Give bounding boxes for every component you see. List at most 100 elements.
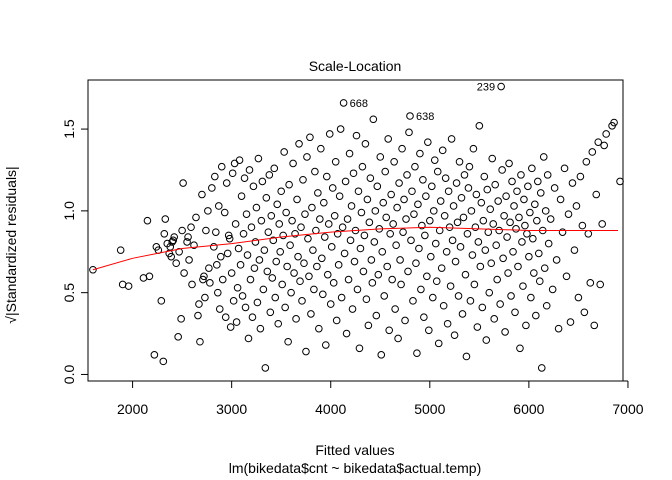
data-point xyxy=(446,282,455,290)
data-point xyxy=(537,364,546,372)
data-point xyxy=(546,215,555,223)
data-point xyxy=(263,267,272,276)
data-point xyxy=(370,238,379,246)
data-point xyxy=(511,308,519,317)
data-point xyxy=(415,244,423,253)
data-point xyxy=(398,144,406,153)
data-point xyxy=(159,357,168,366)
data-point xyxy=(448,236,457,245)
data-point xyxy=(145,272,154,281)
data-point xyxy=(308,203,316,212)
data-point xyxy=(210,243,218,251)
data-point xyxy=(372,311,381,320)
data-point xyxy=(289,159,297,168)
data-point xyxy=(531,200,539,209)
data-point xyxy=(586,279,595,287)
data-points xyxy=(89,82,624,372)
data-point xyxy=(428,293,437,302)
data-point xyxy=(490,315,499,323)
data-point xyxy=(116,246,125,254)
data-point xyxy=(463,229,472,238)
data-point xyxy=(269,236,278,245)
smoother-line xyxy=(92,226,619,271)
data-point xyxy=(406,112,414,120)
data-point xyxy=(552,256,561,264)
point-label: 668 xyxy=(350,98,368,110)
data-point xyxy=(471,223,480,232)
data-point xyxy=(410,210,418,218)
data-point xyxy=(205,264,213,272)
y-tick-label: 0.5 xyxy=(61,283,77,303)
data-point xyxy=(452,179,461,187)
data-point xyxy=(373,182,382,191)
y-tick-label: 1.0 xyxy=(61,201,77,221)
data-point xyxy=(353,285,362,294)
data-point xyxy=(479,216,488,225)
data-point xyxy=(562,272,571,281)
data-point xyxy=(532,311,540,320)
data-point xyxy=(377,351,386,359)
data-point xyxy=(469,144,478,153)
data-point xyxy=(360,231,369,240)
data-point xyxy=(295,140,303,148)
chart-title: Scale-Location xyxy=(309,58,402,74)
data-point xyxy=(297,223,305,232)
data-point xyxy=(89,265,97,274)
data-point xyxy=(338,223,347,232)
data-point xyxy=(460,171,469,179)
data-point xyxy=(506,218,514,227)
data-point xyxy=(245,166,254,174)
data-point xyxy=(412,259,420,268)
data-point xyxy=(500,211,508,220)
data-point xyxy=(445,223,454,232)
data-point xyxy=(324,220,333,228)
data-point xyxy=(357,208,366,217)
data-point xyxy=(510,202,518,210)
data-point xyxy=(201,293,209,302)
data-point xyxy=(237,192,246,200)
data-point xyxy=(356,244,365,253)
data-point xyxy=(394,334,402,343)
data-point xyxy=(588,148,597,156)
x-tick-label: 4000 xyxy=(315,401,346,417)
data-point xyxy=(262,193,271,202)
data-point xyxy=(285,180,293,189)
data-point xyxy=(616,177,624,186)
data-point xyxy=(524,182,532,191)
data-point xyxy=(218,275,227,284)
data-point xyxy=(450,331,459,340)
data-point xyxy=(300,259,308,268)
data-point xyxy=(550,184,559,192)
data-point xyxy=(540,264,549,272)
data-point xyxy=(478,303,487,312)
data-point xyxy=(451,257,460,266)
data-point xyxy=(346,236,355,245)
data-point xyxy=(168,238,177,246)
data-point xyxy=(313,262,321,271)
data-point xyxy=(493,275,501,284)
data-point xyxy=(349,169,358,178)
data-point xyxy=(424,138,432,146)
data-point xyxy=(294,252,302,261)
data-point xyxy=(468,251,477,259)
data-point xyxy=(246,275,255,284)
data-point xyxy=(299,175,307,184)
data-point xyxy=(160,229,169,238)
data-point xyxy=(444,187,453,196)
data-point xyxy=(345,149,354,158)
data-point xyxy=(365,218,374,227)
data-point xyxy=(430,156,439,164)
data-point xyxy=(405,128,413,137)
data-point xyxy=(303,153,311,161)
data-point xyxy=(380,292,389,300)
data-point xyxy=(143,216,152,225)
data-point xyxy=(526,208,534,217)
data-point xyxy=(276,247,285,256)
data-point xyxy=(255,256,264,264)
data-point xyxy=(187,223,195,232)
data-point xyxy=(311,167,319,176)
x-axis-sublabel: lm(bikedata$cnt ~ bikedata$actual.temp) xyxy=(229,460,482,476)
data-point xyxy=(433,167,442,176)
data-point xyxy=(364,321,373,330)
data-point xyxy=(331,157,340,166)
